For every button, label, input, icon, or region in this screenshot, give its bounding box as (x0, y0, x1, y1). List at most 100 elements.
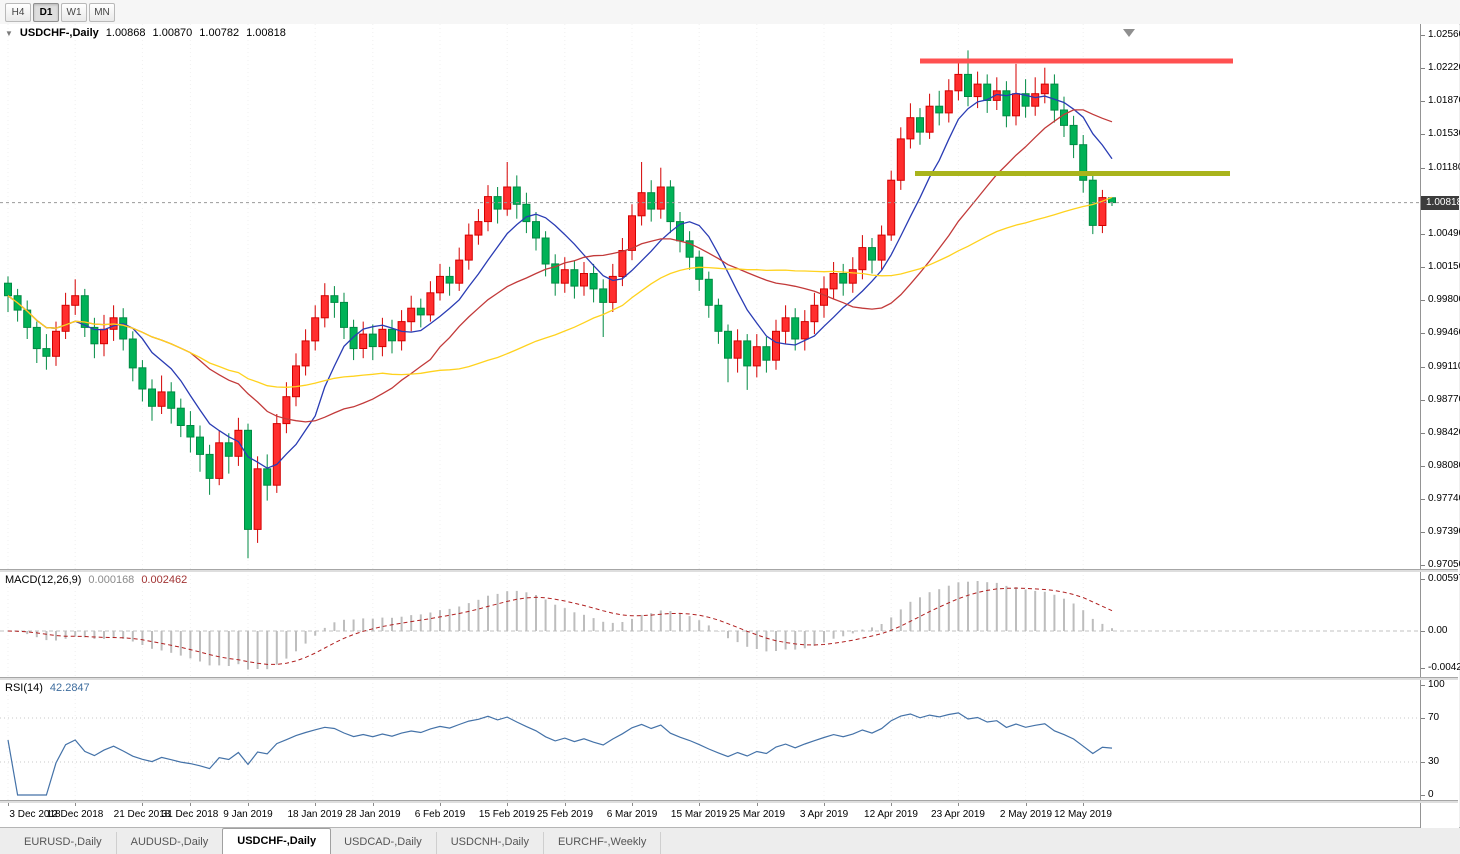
time-axis-tick (632, 802, 633, 806)
date-label: 21 Dec 2018 (113, 809, 171, 820)
time-axis-tick (824, 802, 825, 806)
date-label: 2 May 2019 (999, 809, 1053, 820)
timeframe-mn-button[interactable]: MN (89, 2, 115, 22)
time-axis-tick (699, 802, 700, 806)
macd-header: MACD(12,26,9) 0.000168 0.002462 (5, 574, 187, 586)
time-axis-tick (373, 802, 374, 806)
date-label: 15 Feb 2019 (478, 809, 536, 820)
time-axis-tick (315, 802, 316, 806)
tab-audusd-daily[interactable]: AUDUSD-,Daily (117, 832, 224, 854)
date-label: 3 Apr 2019 (799, 809, 849, 820)
price-tick-label: 1.01530 (1421, 128, 1460, 140)
date-label: 31 Dec 2018 (161, 809, 219, 820)
date-label: 25 Feb 2019 (536, 809, 594, 820)
rsi-value: 42.2847 (49, 682, 90, 694)
date-label: 6 Mar 2019 (606, 809, 658, 820)
price-tick-label: 0.97050 (1421, 559, 1460, 571)
date-label: 23 Apr 2019 (931, 809, 985, 820)
tab-usdcad-daily[interactable]: USDCAD-,Daily (330, 832, 437, 854)
tab-eurchf-weekly[interactable]: EURCHF-,Weekly (544, 832, 662, 854)
chart-shift-marker-icon[interactable] (1123, 29, 1135, 37)
macd-chart-canvas[interactable] (0, 571, 1420, 677)
chart-region: ▼ USDCHF-,Daily 1.00868 1.00870 1.00782 … (0, 24, 1460, 828)
ohlc-high: 1.00870 (152, 27, 193, 39)
rsi-chart-canvas[interactable] (0, 679, 1420, 800)
ohlc-open: 1.00868 (105, 27, 146, 39)
date-label: 6 Feb 2019 (414, 809, 466, 820)
time-axis-tick (248, 802, 249, 806)
time-axis-tick (75, 802, 76, 806)
timeframe-toolbar: H4 D1 W1 MN (0, 0, 1460, 25)
symbol-timeframe-label: USDCHF-,Daily (19, 27, 99, 39)
price-tick-label: 1.01870 (1421, 95, 1460, 107)
ohlc-close: 1.00818 (246, 27, 286, 39)
timeframe-w1-button[interactable]: W1 (61, 2, 87, 22)
time-axis-tick (507, 802, 508, 806)
panel-splitter-3[interactable] (0, 800, 1458, 803)
date-label: 28 Jan 2019 (345, 809, 401, 820)
price-tick-label: 1.02220 (1421, 62, 1460, 74)
timeframe-d1-button[interactable]: D1 (33, 2, 59, 22)
price-chart-canvas[interactable] (0, 24, 1420, 569)
tab-eurusd-daily[interactable]: EURUSD-,Daily (10, 832, 117, 854)
rsi-axis-label: 30 (1421, 756, 1439, 768)
collapse-chart-icon[interactable]: ▼ (5, 28, 13, 38)
macd-axis-label: -0.00424 (1421, 662, 1460, 674)
current-price-badge: 1.00818 (1421, 196, 1460, 210)
date-label: 9 Jan 2019 (223, 809, 273, 820)
rsi-axis-label: 70 (1421, 712, 1439, 724)
date-label: 3 Dec 2018 (9, 809, 61, 820)
time-axis-tick (440, 802, 441, 806)
macd-panel[interactable]: MACD(12,26,9) 0.000168 0.002462 (0, 571, 1420, 677)
time-axis-tick (565, 802, 566, 806)
time-axis-tick (8, 802, 9, 806)
rsi-axis-label: 0 (1421, 789, 1434, 801)
macd-label: MACD(12,26,9) (5, 574, 82, 586)
rsi-header: RSI(14) 42.2847 (5, 682, 90, 694)
time-axis-tick (190, 802, 191, 806)
time-axis-tick (891, 802, 892, 806)
time-axis-tick (1026, 802, 1027, 806)
time-axis-tick (757, 802, 758, 806)
time-axis[interactable]: 3 Dec 2018 12 Dec 2018 21 Dec 2018 31 Dec 2… (0, 802, 1420, 828)
time-axis-tick (142, 802, 143, 806)
price-axis[interactable]: 1.02560 1.02220 1.01870 1.01530 1.01180 1.004… (1420, 24, 1460, 828)
date-label: 18 Jan 2019 (287, 809, 343, 820)
panel-splitter-1[interactable] (0, 569, 1458, 572)
date-label: 25 Mar 2019 (728, 809, 786, 820)
ohlc-low: 1.00782 (199, 27, 240, 39)
rsi-panel[interactable]: RSI(14) 42.2847 (0, 679, 1420, 800)
chart-tabbar: EURUSD-,Daily AUDUSD-,Daily USDCHF-,Daily U… (0, 827, 1460, 854)
price-tick-label: 1.01180 (1421, 162, 1460, 174)
rsi-axis-label: 100 (1421, 679, 1445, 691)
macd-signal-value: 0.002462 (141, 574, 188, 586)
panel-splitter-2[interactable] (0, 677, 1458, 680)
date-label: 15 Mar 2019 (670, 809, 728, 820)
rsi-label: RSI(14) (5, 682, 43, 694)
date-label: 12 Apr 2019 (864, 809, 918, 820)
time-axis-tick (1083, 802, 1084, 806)
chart-header: ▼ USDCHF-,Daily 1.00868 1.00870 1.00782 … (5, 27, 286, 39)
timeframe-h4-button[interactable]: H4 (5, 2, 31, 22)
date-label: 12 May 2019 (1054, 809, 1112, 820)
time-axis-tick (958, 802, 959, 806)
date-label: 12 Dec 2018 (46, 809, 104, 820)
price-panel[interactable]: ▼ USDCHF-,Daily 1.00868 1.00870 1.00782 … (0, 24, 1420, 569)
price-tick-label: 1.02560 (1421, 29, 1460, 41)
price-tick-label: 0.99110 (1421, 361, 1460, 373)
tab-usdcnh-daily[interactable]: USDCNH-,Daily (437, 832, 544, 854)
macd-main-value: 0.000168 (88, 574, 135, 586)
macd-axis-label: 0.00597 (1421, 573, 1460, 585)
price-tick-label: 1.00490 (1421, 228, 1460, 240)
tab-usdchf-daily[interactable]: USDCHF-,Daily (222, 828, 332, 854)
macd-axis-label: 0.00 (1421, 625, 1447, 637)
